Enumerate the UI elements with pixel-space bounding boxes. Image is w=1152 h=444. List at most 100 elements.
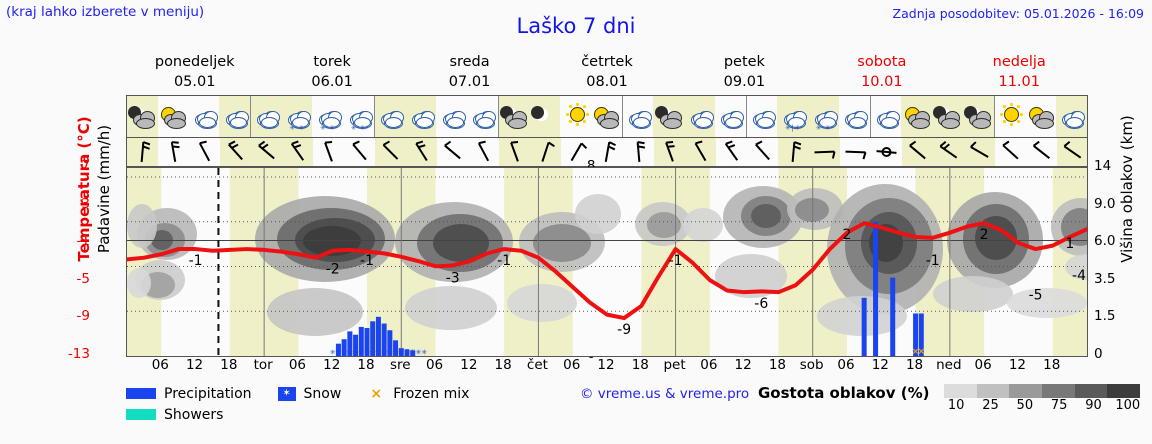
precipitation-bar <box>375 316 381 356</box>
weather-icon-cell <box>127 96 158 137</box>
wind-barb-cell <box>654 138 685 166</box>
day-name: ponedeljek <box>154 54 235 70</box>
day-date: 06.01 <box>311 74 353 90</box>
day-column-sreda: sreda 07.01 <box>401 52 538 94</box>
precipitation-bar <box>381 323 387 356</box>
sun-cloud-icon <box>1026 103 1056 131</box>
snow-marker: ✳ <box>347 348 353 356</box>
day-column-ponedeljek: ponedeljek 05.01 <box>126 52 263 94</box>
wind-barb-cell <box>840 138 871 166</box>
weather-icon-cell <box>962 96 994 137</box>
weather-icon-cell <box>1056 96 1087 137</box>
cloud-white-icon <box>839 103 869 131</box>
x-axis-tick-label: 12 <box>734 357 752 373</box>
snow-marker: ✳ <box>341 349 347 357</box>
cloud-rainsnow-icon: ✳|✳ <box>778 103 808 132</box>
precipitation-bar <box>341 339 347 356</box>
weather-icon-cell <box>684 96 715 137</box>
wind-barb-cell <box>468 138 499 166</box>
weather-icon-cell <box>932 96 963 137</box>
snow-marker: ✳ <box>415 349 421 357</box>
precipitation-bar <box>347 331 353 356</box>
x-axis-tick-label: 18 <box>768 357 787 373</box>
weather-icon-cell <box>497 96 530 137</box>
weather-icon-cell <box>188 96 219 137</box>
sun-icon <box>995 102 1025 131</box>
precipitation-bar <box>353 334 359 356</box>
precipitation-bar <box>913 313 919 356</box>
temperature-value-label: -4 <box>1072 268 1086 284</box>
x-axis-tick-label: čet <box>526 357 548 373</box>
cloud-density-scale: 10 25 50 75 90 100 <box>944 384 1144 413</box>
x-axis-tick-label: 18 <box>357 357 375 373</box>
precipitation-bar <box>861 297 867 356</box>
legend-label-showers: Showers <box>164 406 224 423</box>
snow-marker: ✳ <box>410 349 416 357</box>
snow-precip-glyph: ✳ ✳ <box>320 123 336 132</box>
cloud-height-axis-title: Višina oblakov (km) <box>1118 115 1136 263</box>
x-axis-tick-label: pet <box>663 357 686 373</box>
day-column-četrtek: četrtek 08.01 <box>538 52 675 94</box>
showers-swatch <box>126 409 156 420</box>
day-date: 07.01 <box>448 74 491 90</box>
day-column-sobota: sobota 10.01 <box>813 52 950 94</box>
day-name: četrtek <box>581 54 633 70</box>
precipitation-bar <box>364 328 370 356</box>
snow-marker: ✳ <box>387 348 393 356</box>
snow-marker: ✳ <box>410 348 416 356</box>
precipitation-bar <box>393 340 399 356</box>
temperature-value-label: -3 <box>446 270 460 286</box>
day-name: nedelja <box>992 54 1046 70</box>
cloud-white-icon <box>685 103 715 131</box>
cloud-density-tick: 50 <box>1016 398 1034 413</box>
wind-barb-cell <box>871 138 902 166</box>
wind-barb-cell <box>623 138 654 166</box>
x-axis-tick-label: 12 <box>1008 357 1027 373</box>
weather-icon-cell: ✳ ✳ <box>343 96 374 137</box>
x-axis-tick-label: 12 <box>871 357 889 373</box>
page-title: Laško 7 dni <box>516 14 636 38</box>
snow-marker: ✳ <box>358 348 364 356</box>
legend-label-snow: Snow <box>303 385 342 402</box>
wind-barb-cell <box>1057 138 1087 166</box>
temperature-tick: -9 <box>76 308 90 325</box>
temperature-value-label: 1 <box>1065 236 1074 252</box>
weather-icon-cell <box>869 96 902 137</box>
precipitation-bar <box>398 348 404 356</box>
cloud-snow-icon: ✳ ✳ <box>313 103 343 132</box>
x-axis-tick-label: 06 <box>151 357 169 373</box>
x-axis-tick-label: 12 <box>323 357 341 373</box>
cloud-white-icon <box>1056 103 1086 131</box>
last-update-label: Zadnja posodobitev: 05.01.2026 - 16:09 <box>892 6 1144 21</box>
x-axis-tick-label: 06 <box>837 357 855 373</box>
wind-barb-cell <box>964 138 995 166</box>
wind-barb-cell <box>995 138 1026 166</box>
weather-icon-cell <box>1025 96 1056 137</box>
forecast-plot: ✳ ✳ ✳ ✳ ✳ ✳ ✳ ✳ ✳ ✳ ✳ ✳ ✳ ✳ × × ✳ ✳ ✳ ✳ ✳ ✳ ✳ ✳ ✳ ✳ ✳ ✳ ✳ ✳ ✳ ✳ ✳ -1 -2 -1-… <box>126 167 1088 357</box>
wind-barb-cell <box>592 138 623 166</box>
day-header-row: ponedeljek 05.01 torek 06.01 sreda 07.01 četrt… <box>126 52 1088 94</box>
temperature-value-label: -1 <box>189 253 203 269</box>
day-name: torek <box>313 54 351 70</box>
wind-barb-cell <box>375 138 406 166</box>
temperature-value-label: -9 <box>617 322 631 338</box>
copyright-link[interactable]: © vreme.us & vreme.pro <box>580 386 750 402</box>
weather-icon-cell: ✳ ✳ <box>281 96 313 137</box>
snow-marker: ✳ <box>341 348 347 356</box>
x-axis-tick-label: 06 <box>974 357 992 373</box>
snow-marker: ✳ <box>330 349 336 357</box>
temperature-value-label: -6 <box>754 296 768 312</box>
x-axis-tick-label: 06 <box>288 357 307 373</box>
cloud-white-icon <box>467 103 497 131</box>
moon-cloud-icon <box>499 103 529 131</box>
weather-icon-cell <box>405 96 437 137</box>
snow-marker: ✳ <box>375 348 381 356</box>
wind-barb-cell <box>778 138 809 166</box>
weather-icon-cell <box>621 96 654 137</box>
precipitation-bar <box>873 221 879 356</box>
wind-barb-cell <box>933 138 964 166</box>
cloud-density-swatch <box>976 384 1010 398</box>
cloud-snow-icon: ✳ ✳ <box>344 103 374 132</box>
snow-marker: ✳ <box>370 348 376 356</box>
cloud-density-legend-title: Gostota oblakov (%) <box>758 384 930 402</box>
